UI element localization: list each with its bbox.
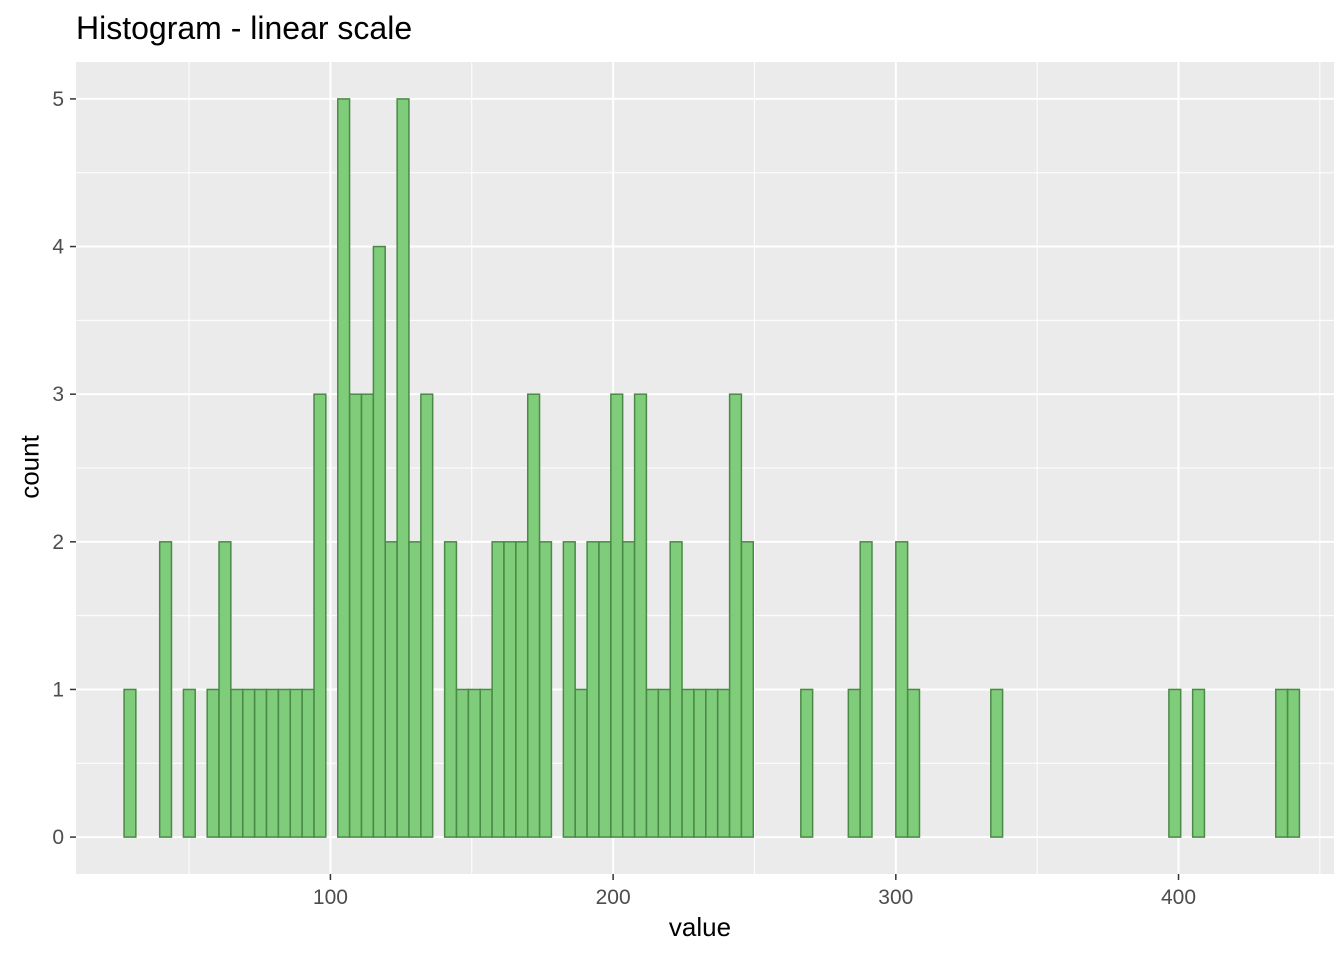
y-axis: 0 1 2 3 4 5 xyxy=(52,88,76,849)
x-axis: 100 200 300 400 xyxy=(313,874,1196,909)
histogram-bar xyxy=(253,688,268,838)
histogram-bar xyxy=(574,688,588,838)
histogram-bar xyxy=(526,393,541,838)
histogram-bar xyxy=(740,541,755,838)
y-tick-label: 5 xyxy=(52,88,64,111)
histogram-bar xyxy=(467,688,481,838)
histogram-bar xyxy=(562,541,576,838)
x-tick-label: 200 xyxy=(596,886,631,909)
y-tick-label: 0 xyxy=(52,826,64,849)
histogram-bar xyxy=(242,688,256,838)
histogram-bar xyxy=(621,541,636,838)
histogram-bar xyxy=(396,98,410,838)
histogram-bar xyxy=(384,541,398,838)
x-tick-label: 100 xyxy=(313,886,348,909)
histogram-bar xyxy=(348,393,363,838)
histogram-bar xyxy=(443,541,458,838)
histogram-bar xyxy=(716,688,731,838)
histogram-bar xyxy=(657,688,671,838)
histogram-bar xyxy=(158,541,173,838)
histogram-bar xyxy=(265,688,280,838)
histogram-bar xyxy=(218,541,232,838)
histogram-bar xyxy=(610,393,624,838)
y-tick-label: 1 xyxy=(52,678,64,701)
histogram-bar xyxy=(337,98,351,838)
histogram-bar xyxy=(598,541,612,838)
histogram-bar xyxy=(859,541,873,838)
histogram-bar xyxy=(681,688,695,838)
histogram-bar xyxy=(455,688,470,838)
histogram-bar xyxy=(408,541,422,838)
x-tick-label: 400 xyxy=(1161,886,1196,909)
histogram-bar xyxy=(633,393,648,838)
histogram-bar xyxy=(230,688,244,838)
histogram-bar xyxy=(586,541,600,838)
histogram-bar xyxy=(289,688,303,838)
histogram-bar xyxy=(420,393,434,838)
x-tick-label: 300 xyxy=(878,886,913,909)
histogram-bar xyxy=(1275,688,1289,838)
chart-title: Histogram - linear scale xyxy=(76,10,413,46)
histogram-bar xyxy=(277,688,291,838)
histogram-bar xyxy=(645,688,660,838)
y-axis-title: count xyxy=(14,435,45,499)
histogram-bar xyxy=(800,688,814,838)
histogram-bar xyxy=(313,393,327,838)
histogram-bar xyxy=(1168,688,1182,838)
histogram-bar xyxy=(301,688,315,838)
histogram-bar xyxy=(515,541,529,838)
histogram-bar xyxy=(1286,688,1301,838)
histogram-bar xyxy=(728,393,743,838)
histogram-bar xyxy=(206,688,220,838)
histogram-bar xyxy=(372,245,386,838)
histogram-bars xyxy=(123,98,1301,838)
histogram-bar xyxy=(491,541,505,838)
histogram-bar xyxy=(906,688,921,838)
histogram-bar xyxy=(1191,688,1206,838)
histogram-bar xyxy=(538,541,553,838)
x-axis-title: value xyxy=(668,912,732,942)
histogram-bar xyxy=(895,541,909,838)
histogram-bar xyxy=(123,688,137,838)
histogram-bar xyxy=(693,688,707,838)
y-tick-label: 3 xyxy=(52,383,64,406)
y-tick-label: 2 xyxy=(52,531,64,554)
histogram-bar xyxy=(990,688,1004,838)
histogram-bar xyxy=(360,393,375,838)
histogram-bar xyxy=(503,541,517,838)
histogram-bar xyxy=(182,688,196,838)
histogram-bar xyxy=(705,688,719,838)
histogram-bar xyxy=(669,541,683,838)
histogram-bar xyxy=(479,688,493,838)
histogram-bar xyxy=(847,688,861,838)
y-tick-label: 4 xyxy=(52,236,64,259)
